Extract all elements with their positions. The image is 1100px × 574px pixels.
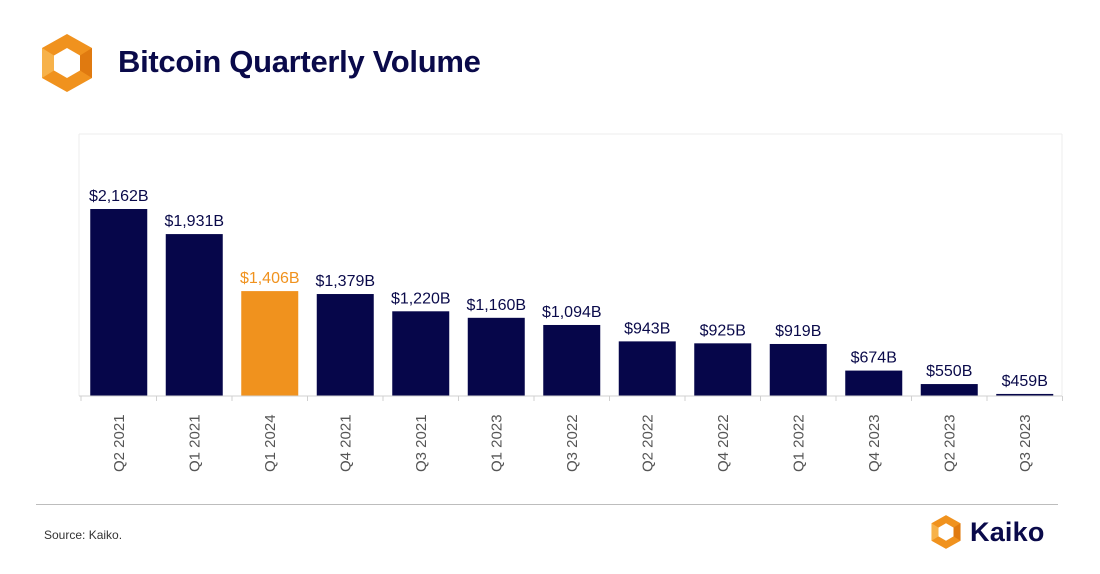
bar (769, 343, 827, 396)
kaiko-logo-icon (42, 34, 92, 92)
source-note: Source: Kaiko. (44, 528, 123, 542)
bar (392, 311, 450, 396)
x-tick-label: Q3 2021 (413, 414, 430, 472)
x-tick-label: Q2 2021 (111, 414, 128, 472)
x-tick-label: Q3 2023 (1017, 414, 1034, 472)
bar (694, 343, 752, 396)
x-tick-label: Q4 2021 (337, 414, 354, 472)
data-label: $459B (1002, 373, 1048, 390)
bar-chart: $2,162B Q2 2021 $1,931B Q1 2021 $1,406B Q1 20… (78, 133, 1063, 472)
data-label: $1,931B (164, 213, 224, 230)
x-tick-label: Q1 2024 (262, 414, 279, 472)
data-label: $1,379B (315, 273, 375, 290)
bar (618, 341, 676, 396)
brand-logo: Kaiko (928, 512, 1045, 552)
x-tick-label: Q2 2023 (941, 414, 958, 472)
bar (241, 291, 299, 396)
x-tick-label: Q2 2022 (639, 414, 656, 472)
bar (920, 384, 978, 396)
footer-divider (36, 504, 1058, 505)
data-label: $919B (775, 323, 821, 340)
data-label: $674B (851, 350, 897, 367)
bar (543, 324, 601, 396)
data-label: $2,162B (89, 188, 149, 205)
data-label: $1,220B (391, 290, 451, 307)
bar (165, 234, 223, 396)
bar (996, 393, 1054, 396)
bar (316, 294, 374, 396)
page-title: Bitcoin Quarterly Volume (118, 44, 481, 79)
data-label: $1,094B (542, 304, 602, 321)
x-tick-label: Q4 2022 (715, 414, 732, 472)
bar (845, 370, 903, 396)
data-label: $1,406B (240, 270, 300, 287)
data-label: $550B (926, 363, 972, 380)
data-label: $925B (700, 322, 746, 339)
x-tick-label: Q1 2021 (186, 414, 203, 472)
brand-name: Kaiko (970, 516, 1045, 547)
x-tick-label: Q3 2022 (564, 414, 581, 472)
chart-svg: $2,162B Q2 2021 $1,931B Q1 2021 $1,406B Q1 20… (78, 133, 1063, 472)
kaiko-hexagon-icon (931, 515, 961, 549)
data-label: $1,160B (466, 297, 526, 314)
bar (467, 317, 525, 396)
data-label: $943B (624, 320, 670, 337)
bar (90, 209, 148, 396)
x-tick-label: Q4 2023 (866, 414, 883, 472)
x-tick-label: Q1 2022 (790, 414, 807, 472)
x-tick-label: Q1 2023 (488, 414, 505, 472)
